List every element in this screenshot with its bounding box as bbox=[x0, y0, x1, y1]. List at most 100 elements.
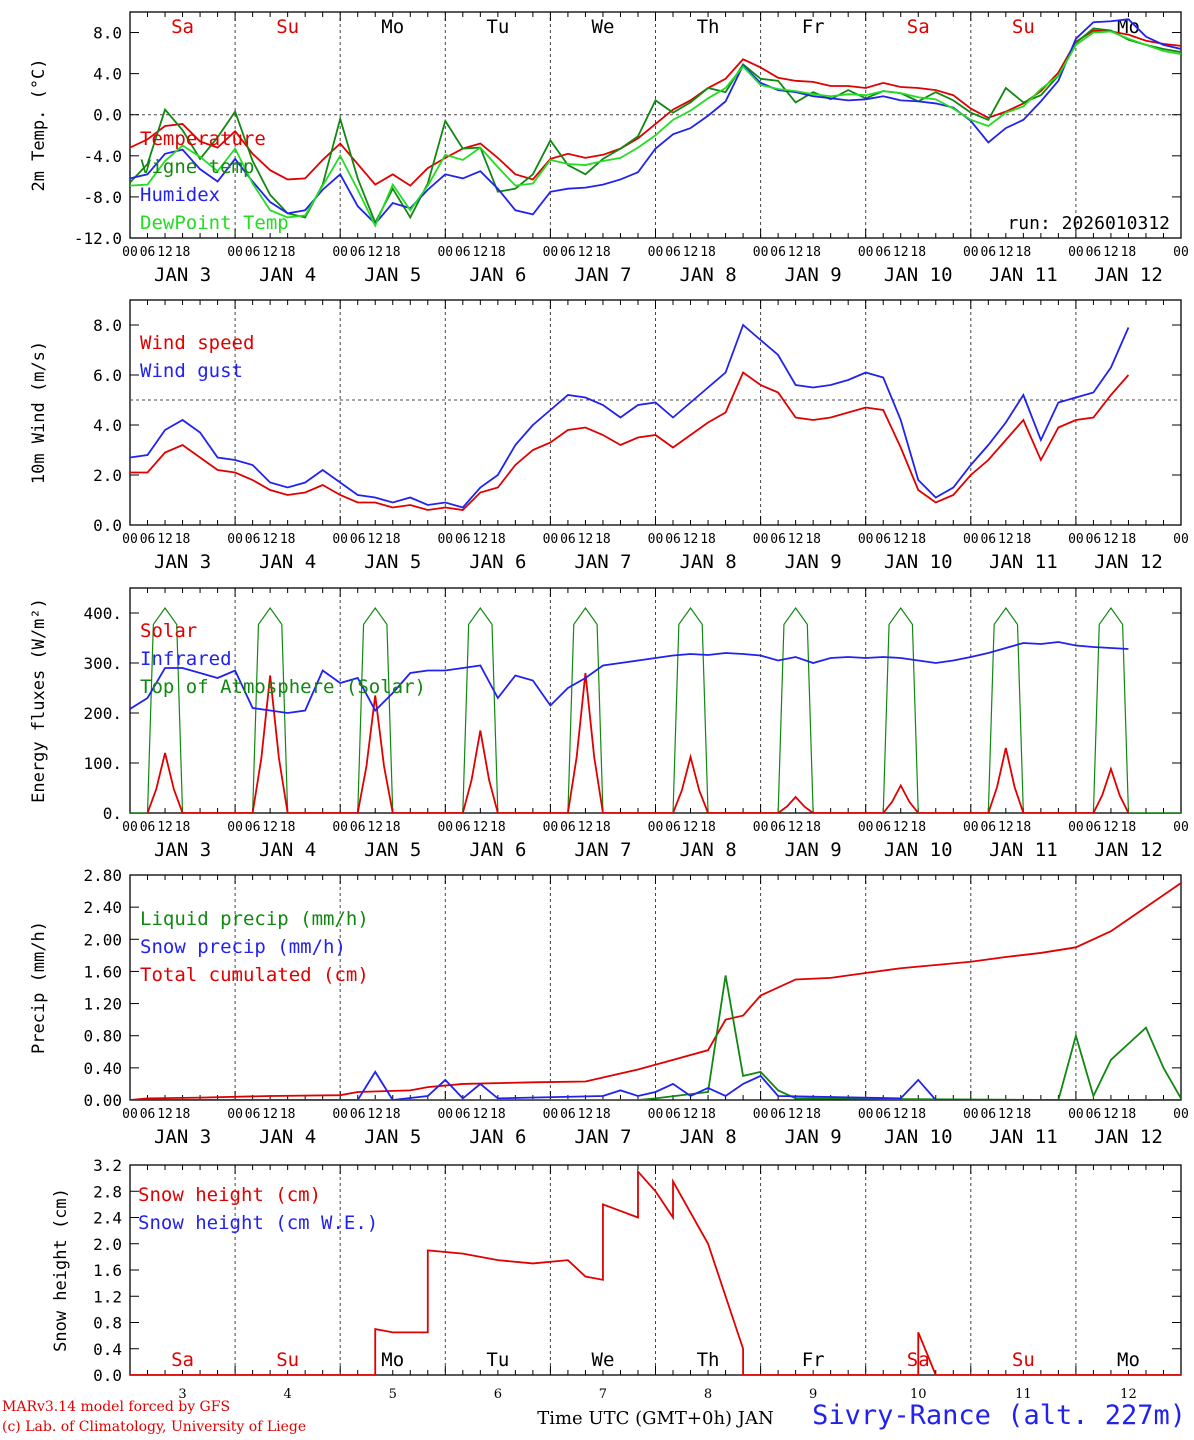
x-hour-label: 12 bbox=[367, 245, 383, 260]
series-line-wind-gust bbox=[130, 323, 1130, 509]
date-number-label: 7 bbox=[599, 1387, 607, 1402]
x-hour-label: 06 bbox=[1086, 245, 1102, 260]
x-hour-label: 12 bbox=[262, 1107, 278, 1122]
x-hour-label: 18 bbox=[910, 1107, 926, 1122]
x-hour-label: 12 bbox=[788, 532, 804, 547]
date-number-label: 10 bbox=[910, 1387, 927, 1402]
date-number-label: 8 bbox=[704, 1387, 712, 1402]
x-hour-label: 18 bbox=[385, 245, 401, 260]
x-date-label: JAN 3 bbox=[154, 264, 211, 286]
x-hour-label: 06 bbox=[455, 532, 471, 547]
y-tick-label: 0.40 bbox=[83, 1059, 122, 1078]
weekday-label: Fr bbox=[802, 1349, 825, 1371]
series-line-toa-solar bbox=[130, 606, 1181, 813]
legend-entry: Liquid precip (mm/h) bbox=[140, 908, 369, 930]
station-title: Sivry-Rance (alt. 227m) bbox=[812, 1400, 1186, 1431]
x-hour-label: 00 bbox=[648, 245, 664, 260]
x-date-label: JAN 9 bbox=[785, 551, 842, 573]
x-hour-label: 00 bbox=[1173, 532, 1189, 547]
x-date-label: JAN 7 bbox=[574, 839, 631, 861]
weekday-label: Fr bbox=[802, 16, 825, 38]
x-hour-label: 00 bbox=[122, 245, 138, 260]
x-date-label: JAN 10 bbox=[884, 551, 953, 573]
x-hour-label: 00 bbox=[858, 245, 874, 260]
date-number-label: 12 bbox=[1120, 1387, 1137, 1402]
x-hour-label: 18 bbox=[175, 820, 191, 835]
x-date-label: JAN 7 bbox=[574, 551, 631, 573]
y-axis-label: 2m Temp. (°C) bbox=[29, 58, 49, 191]
x-hour-label: 00 bbox=[543, 532, 559, 547]
x-hour-label: 12 bbox=[788, 820, 804, 835]
x-date-label: JAN 6 bbox=[469, 839, 526, 861]
y-tick-label: 0.8 bbox=[93, 1314, 122, 1333]
y-tick-label: 100. bbox=[83, 754, 122, 773]
y-tick-label: 0.4 bbox=[93, 1340, 122, 1359]
x-hour-label: 18 bbox=[805, 532, 821, 547]
x-date-label: JAN 6 bbox=[469, 1126, 526, 1148]
x-hour-label: 12 bbox=[578, 532, 594, 547]
x-date-label: JAN 5 bbox=[364, 264, 421, 286]
x-date-label: JAN 8 bbox=[679, 839, 736, 861]
y-tick-label: 4.0 bbox=[93, 65, 122, 84]
x-date-label: JAN 4 bbox=[259, 839, 316, 861]
y-axis-label: 10m Wind (m/s) bbox=[29, 341, 49, 484]
x-hour-label: 12 bbox=[1103, 1107, 1119, 1122]
y-tick-label: 300. bbox=[83, 654, 122, 673]
x-hour-label: 12 bbox=[893, 245, 909, 260]
x-date-label: JAN 5 bbox=[364, 839, 421, 861]
date-number-label: 9 bbox=[809, 1387, 817, 1402]
x-hour-label: 00 bbox=[1068, 820, 1084, 835]
x-hour-label: 06 bbox=[980, 532, 996, 547]
x-hour-label: 06 bbox=[665, 532, 681, 547]
x-hour-label: 06 bbox=[350, 245, 366, 260]
legend-entry: Top of Atmosphere (Solar) bbox=[140, 676, 426, 698]
x-hour-label: 12 bbox=[262, 532, 278, 547]
y-axis-label: Snow height (cm) bbox=[51, 1188, 71, 1352]
x-date-label: JAN 9 bbox=[785, 1126, 842, 1148]
legend-entry: Humidex bbox=[140, 184, 220, 206]
x-axis-label: Time UTC (GMT+0h) JAN bbox=[537, 1408, 774, 1429]
x-hour-label: 00 bbox=[332, 820, 348, 835]
x-hour-label: 06 bbox=[875, 1107, 891, 1122]
y-tick-label: 2.00 bbox=[83, 930, 122, 949]
x-hour-label: 12 bbox=[683, 245, 699, 260]
x-hour-label: 18 bbox=[700, 1107, 716, 1122]
x-hour-label: 00 bbox=[543, 1107, 559, 1122]
legend-entry: Temperature bbox=[140, 128, 266, 150]
x-hour-label: 18 bbox=[490, 245, 506, 260]
y-axis-label: Energy fluxes (W/m²) bbox=[29, 598, 49, 803]
x-date-label: JAN 10 bbox=[884, 1126, 953, 1148]
x-hour-label: 06 bbox=[875, 532, 891, 547]
legend-entry: Solar bbox=[140, 620, 197, 642]
y-tick-label: 3.2 bbox=[93, 1156, 122, 1175]
x-hour-label: 12 bbox=[893, 532, 909, 547]
x-hour-label: 00 bbox=[332, 532, 348, 547]
panel-frame-2 bbox=[129, 587, 1182, 814]
x-hour-label: 12 bbox=[578, 245, 594, 260]
legend-entry: DewPoint Temp bbox=[140, 212, 289, 234]
weekday-label: Sa bbox=[907, 16, 930, 38]
y-tick-label: 400. bbox=[83, 604, 122, 623]
x-hour-label: 12 bbox=[893, 820, 909, 835]
x-hour-label: 00 bbox=[963, 1107, 979, 1122]
x-date-label: JAN 12 bbox=[1094, 1126, 1163, 1148]
x-hour-label: 00 bbox=[437, 820, 453, 835]
weekday-label: Su bbox=[276, 1349, 299, 1371]
weekday-label: We bbox=[592, 1349, 615, 1371]
x-hour-label: 06 bbox=[350, 532, 366, 547]
weekday-label: Sa bbox=[171, 1349, 194, 1371]
x-hour-label: 18 bbox=[1121, 532, 1137, 547]
y-tick-label: 0.00 bbox=[83, 1091, 122, 1110]
x-hour-label: 06 bbox=[245, 1107, 261, 1122]
x-hour-label: 18 bbox=[805, 245, 821, 260]
x-date-label: JAN 5 bbox=[364, 551, 421, 573]
y-tick-label: 1.20 bbox=[83, 995, 122, 1014]
date-number-label: 6 bbox=[494, 1387, 502, 1402]
x-date-label: JAN 12 bbox=[1094, 551, 1163, 573]
x-hour-label: 12 bbox=[1103, 532, 1119, 547]
x-hour-label: 00 bbox=[753, 1107, 769, 1122]
x-date-label: JAN 6 bbox=[469, 264, 526, 286]
x-hour-label: 00 bbox=[963, 532, 979, 547]
series-line-vigne-temp bbox=[130, 27, 1181, 225]
x-date-label: JAN 8 bbox=[679, 1126, 736, 1148]
